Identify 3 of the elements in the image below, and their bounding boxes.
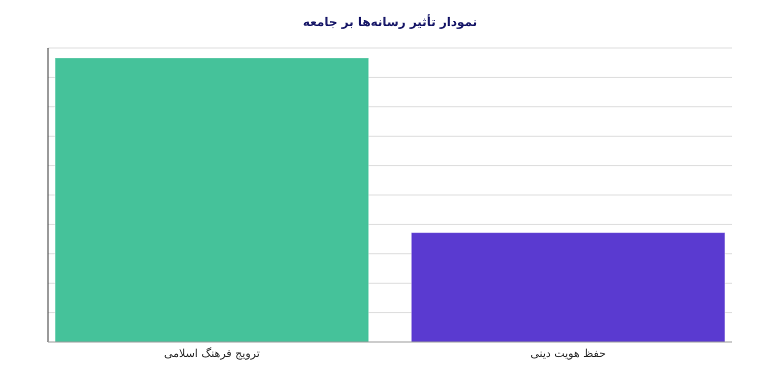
x-tick-label: حفظ هویت دینی xyxy=(530,347,606,360)
x-tick-label: ترویج فرهنگ اسلامی xyxy=(164,347,260,360)
chart-title: نمودار تأثیر رسانه‌ها بر جامعه xyxy=(302,14,478,29)
